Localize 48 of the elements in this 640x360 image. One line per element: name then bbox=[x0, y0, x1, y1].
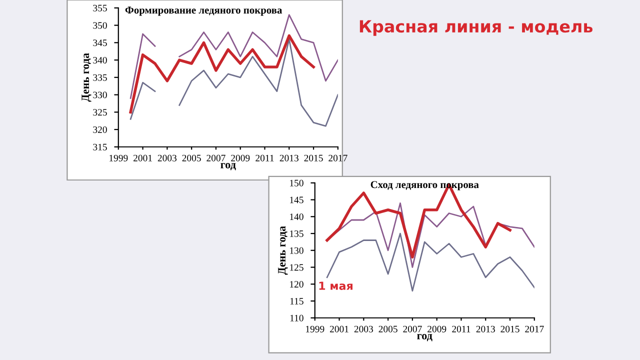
x-tick-label: 2001 bbox=[330, 326, 348, 332]
y-tick-label: 325 bbox=[93, 109, 107, 116]
y-tick-label: 110 bbox=[290, 314, 304, 322]
line-series bbox=[326, 183, 512, 259]
x-tick-label: 2001 bbox=[133, 154, 152, 162]
x-tick-label: 2007 bbox=[206, 154, 226, 162]
y-tick-label: 120 bbox=[290, 281, 304, 288]
x-tick-label: 2011 bbox=[452, 326, 470, 332]
y-tick-label: 130 bbox=[290, 247, 304, 254]
x-tick-label: 2003 bbox=[354, 326, 374, 332]
y-tick-label: 145 bbox=[290, 196, 304, 204]
x-axis-title: год bbox=[220, 163, 236, 170]
line-series bbox=[129, 34, 315, 114]
x-tick-label: 2011 bbox=[256, 154, 274, 162]
y-axis-title: День года bbox=[278, 226, 288, 275]
x-tick-label: 2013 bbox=[476, 326, 495, 332]
line-series bbox=[326, 232, 534, 292]
y-axis-title: День года bbox=[82, 53, 92, 102]
y-tick-label: 125 bbox=[290, 264, 304, 271]
x-tick-label: 2005 bbox=[182, 154, 201, 162]
x-tick-label: 2007 bbox=[403, 326, 422, 332]
x-tick-label: 2005 bbox=[378, 326, 398, 332]
y-tick-label: 340 bbox=[93, 56, 107, 64]
x-tick-label: 2003 bbox=[158, 154, 177, 162]
x-tick-label: 2015 bbox=[500, 326, 520, 332]
x-axis-title: год bbox=[417, 334, 432, 342]
y-tick-label: 140 bbox=[290, 214, 304, 220]
y-tick-label: 115 bbox=[290, 298, 304, 304]
x-tick-label: 2017 bbox=[328, 154, 348, 162]
x-tick-label: 2017 bbox=[525, 326, 544, 332]
x-tick-label: 2009 bbox=[428, 326, 446, 332]
y-tick-label: 350 bbox=[93, 22, 107, 29]
annotation: 1 мая bbox=[319, 282, 352, 290]
x-tick-label: 2015 bbox=[304, 154, 323, 162]
chart-title: Формирование ледяного покрова bbox=[125, 6, 282, 16]
x-tick-label: 1999 bbox=[306, 326, 324, 332]
x-tick-label: 2013 bbox=[280, 154, 298, 162]
y-tick-label: 345 bbox=[93, 40, 107, 46]
y-tick-label: 150 bbox=[290, 180, 304, 186]
x-tick-label: 1999 bbox=[110, 154, 128, 162]
y-tick-label: 320 bbox=[93, 126, 107, 133]
y-tick-label: 330 bbox=[93, 92, 107, 98]
y-tick-label: 355 bbox=[93, 4, 107, 12]
y-tick-label: 335 bbox=[93, 74, 107, 81]
x-tick-label: 2009 bbox=[231, 154, 250, 162]
y-tick-label: 315 bbox=[93, 144, 107, 150]
y-tick-label: 135 bbox=[290, 230, 304, 237]
text: Красная линия - модель bbox=[360, 20, 592, 36]
